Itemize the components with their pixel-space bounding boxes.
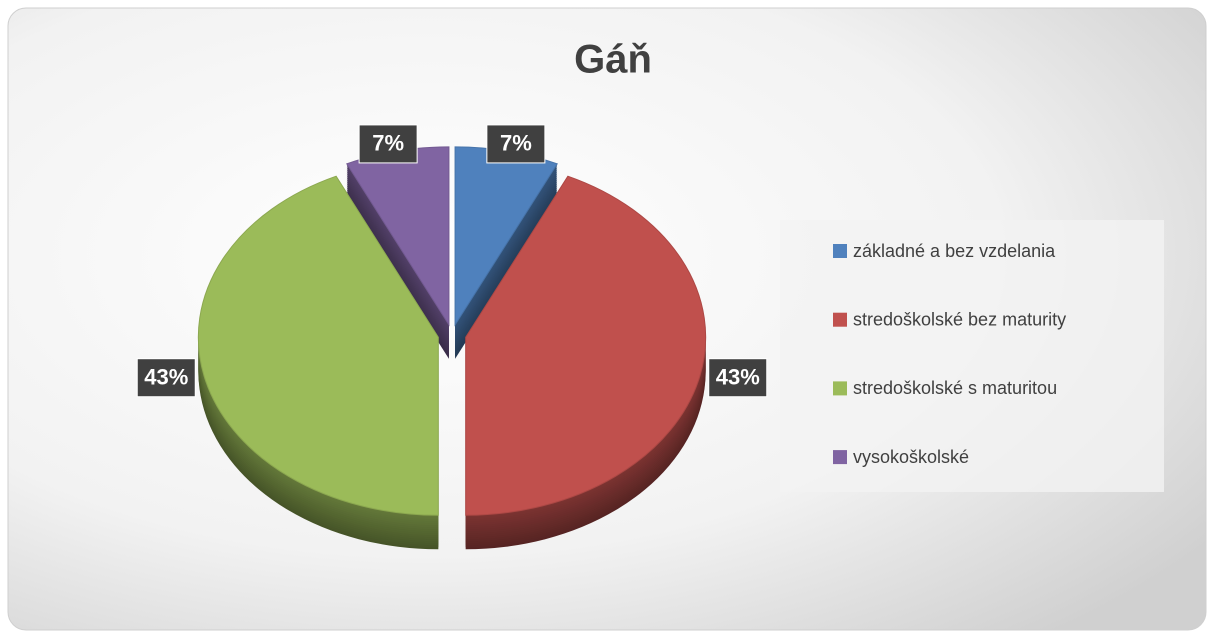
label-box (486, 124, 546, 164)
data-label: 7% (500, 131, 532, 156)
pie-tops (197, 146, 707, 516)
legend-swatch (833, 381, 847, 396)
legend-swatch (833, 450, 847, 465)
legend-label: základné a bez vzdelania (853, 241, 1056, 261)
data-label: 7% (372, 131, 404, 156)
label-box (136, 358, 196, 398)
legend-swatch (833, 312, 847, 327)
legend-label: stredoškolské bez maturity (853, 309, 1066, 329)
legend-swatch (833, 244, 847, 258)
legend-box (780, 220, 1164, 492)
label-box (708, 358, 768, 398)
chart-title: Gáň (574, 38, 652, 82)
data-label: 43% (144, 365, 188, 390)
slice (197, 175, 439, 516)
legend-label: stredoškolské s maturitou (853, 378, 1057, 398)
legend-label: vysokoškolské (853, 447, 969, 467)
label-box (358, 124, 418, 164)
slice (465, 175, 707, 516)
labels: 7% 43% 43% 7% (136, 124, 768, 398)
data-label: 43% (716, 365, 760, 390)
